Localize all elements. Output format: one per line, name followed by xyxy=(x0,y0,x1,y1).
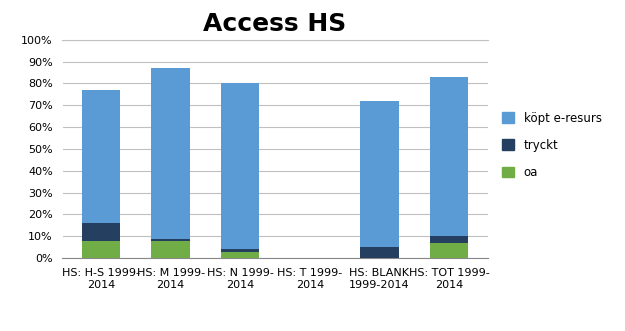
Bar xyxy=(360,247,399,258)
Bar xyxy=(151,68,190,239)
Bar xyxy=(82,223,120,241)
Title: Access HS: Access HS xyxy=(203,12,347,36)
Legend: köpt e-resurs, tryckt, oa: köpt e-resurs, tryckt, oa xyxy=(498,107,606,184)
Bar xyxy=(82,241,120,258)
Bar xyxy=(430,77,468,236)
Bar xyxy=(151,241,190,258)
Bar xyxy=(221,250,259,252)
Bar xyxy=(82,90,120,223)
Bar xyxy=(221,252,259,258)
Bar xyxy=(360,101,399,247)
Bar xyxy=(430,236,468,243)
Bar xyxy=(151,239,190,241)
Bar xyxy=(430,243,468,258)
Bar xyxy=(221,83,259,250)
